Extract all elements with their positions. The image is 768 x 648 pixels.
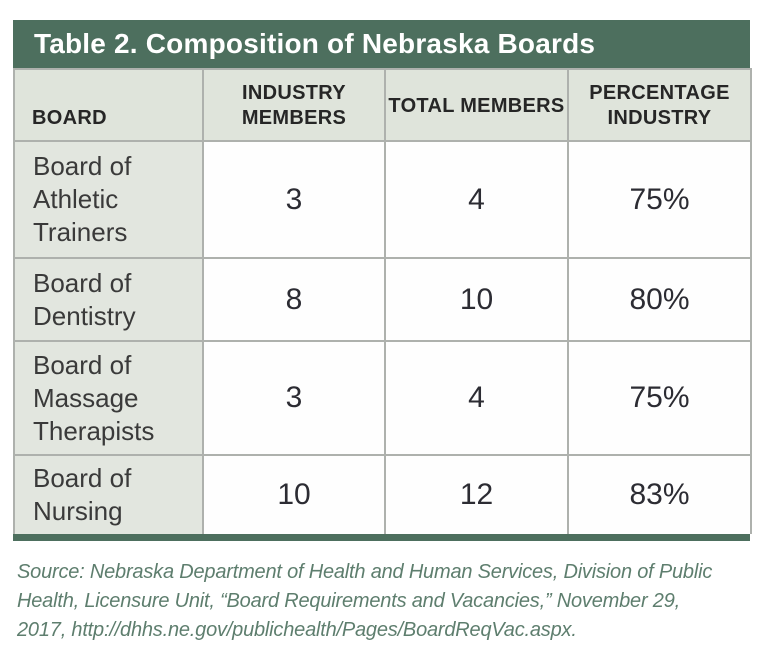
- industry-members-cell: 3: [202, 340, 386, 456]
- percentage-industry-cell: 83%: [567, 454, 752, 534]
- industry-members-cell: 10: [202, 454, 386, 534]
- industry-members-cell: 3: [202, 140, 386, 259]
- table-header-row: BOARD INDUSTRY MEMBERS TOTAL MEMBERS PER…: [13, 68, 752, 142]
- table-row: Board of Massage Therapists 3 4 75%: [13, 340, 752, 456]
- table-row: Board of Dentistry 8 10 80%: [13, 257, 752, 342]
- column-header-total-members: TOTAL MEMBERS: [384, 68, 569, 142]
- source-line: 2017, http://dhhs.ne.gov/publichealth/Pa…: [17, 619, 577, 641]
- total-members-cell: 12: [384, 454, 569, 534]
- source-citation: Source: Nebraska Department of Health an…: [17, 558, 762, 645]
- percentage-industry-cell: 80%: [567, 257, 752, 342]
- table-bottom-border: [13, 534, 750, 541]
- table-row: Board of Nursing 10 12 83%: [13, 454, 752, 534]
- table-2-card: Table 2. Composition of Nebraska Boards …: [13, 20, 752, 541]
- total-members-cell: 10: [384, 257, 569, 342]
- table-title-bar: Table 2. Composition of Nebraska Boards: [13, 20, 750, 68]
- board-name-cell: Board of Massage Therapists: [13, 340, 204, 456]
- boards-table: BOARD INDUSTRY MEMBERS TOTAL MEMBERS PER…: [13, 68, 752, 534]
- table-row: Board of Athletic Trainers 3 4 75%: [13, 140, 752, 259]
- total-members-cell: 4: [384, 140, 569, 259]
- board-name-cell: Board of Athletic Trainers: [13, 140, 204, 259]
- percentage-industry-cell: 75%: [567, 140, 752, 259]
- source-line: Health, Licensure Unit, “Board Requireme…: [17, 590, 680, 612]
- total-members-cell: 4: [384, 340, 569, 456]
- industry-members-cell: 8: [202, 257, 386, 342]
- source-line: Source: Nebraska Department of Health an…: [17, 561, 713, 583]
- column-header-industry-members: INDUSTRY MEMBERS: [202, 68, 386, 142]
- column-header-percentage-industry: PERCENTAGE INDUSTRY: [567, 68, 752, 142]
- board-name-cell: Board of Nursing: [13, 454, 204, 534]
- board-name-cell: Board of Dentistry: [13, 257, 204, 342]
- column-header-board: BOARD: [13, 68, 204, 142]
- percentage-industry-cell: 75%: [567, 340, 752, 456]
